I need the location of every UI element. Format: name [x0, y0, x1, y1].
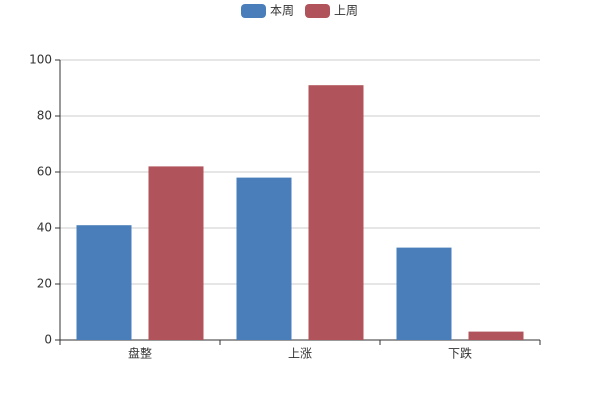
legend-swatch [241, 4, 266, 18]
bar [468, 331, 524, 340]
y-tick-label: 40 [37, 221, 52, 235]
legend-label: 本周 [270, 4, 294, 18]
y-tick-label: 80 [37, 109, 52, 123]
legend-label: 上周 [334, 4, 358, 18]
bar [76, 225, 132, 340]
y-tick-label: 100 [29, 53, 52, 67]
y-tick-label: 0 [44, 333, 52, 347]
x-tick-label: 盘整 [128, 346, 152, 361]
bar [236, 177, 292, 340]
x-tick-label: 下跌 [448, 346, 472, 361]
x-tick-label: 上涨 [288, 346, 312, 361]
y-tick-label: 60 [37, 165, 52, 179]
legend-swatch [305, 4, 330, 18]
bar [148, 166, 204, 340]
bar [396, 247, 452, 340]
y-tick-label: 20 [37, 277, 52, 291]
bar [308, 85, 364, 340]
